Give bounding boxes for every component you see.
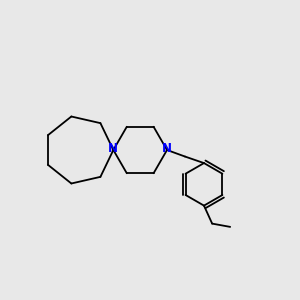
Text: N: N bbox=[162, 142, 172, 155]
Text: N: N bbox=[108, 142, 118, 155]
